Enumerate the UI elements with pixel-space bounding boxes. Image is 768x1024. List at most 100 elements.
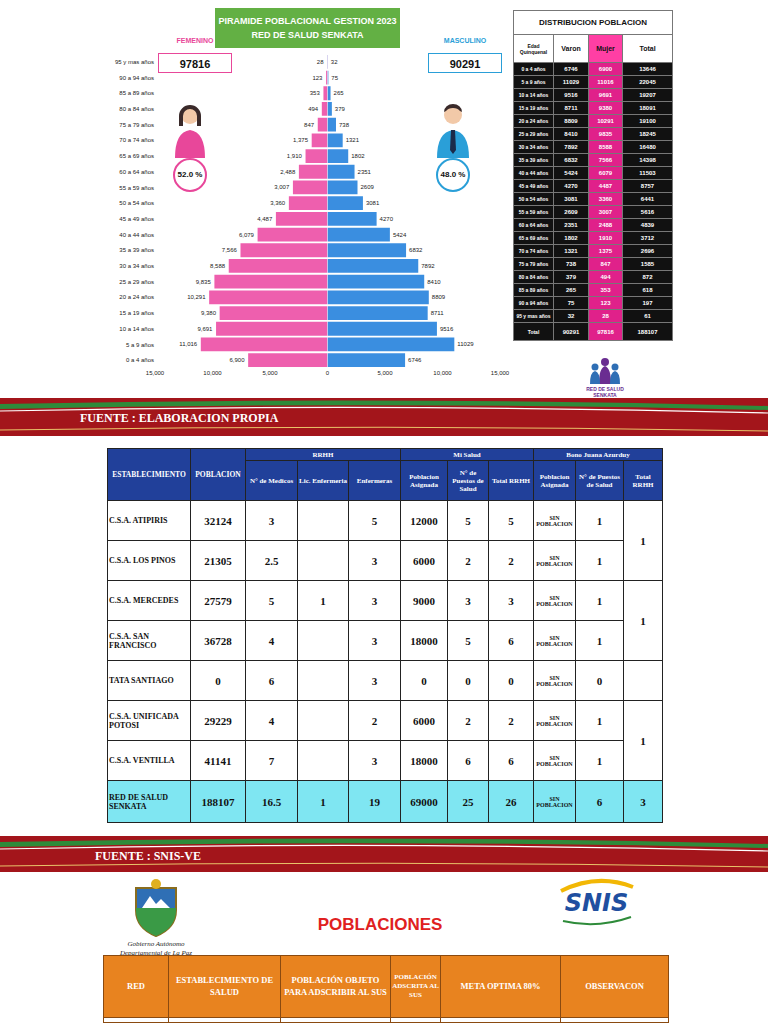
svg-text:3081: 3081 xyxy=(366,200,380,206)
svg-text:15,000: 15,000 xyxy=(491,370,510,376)
svg-text:75: 75 xyxy=(331,75,338,81)
html-text:9000: 9000 xyxy=(413,594,435,607)
svg-text:9,835: 9,835 xyxy=(196,279,212,285)
html-text:N° de Puestos de Salud: N° de Puestos de Salud xyxy=(579,472,620,489)
svg-text:10,000: 10,000 xyxy=(433,370,452,376)
html-text:SIN POBLACION: SIN POBLACION xyxy=(536,514,573,527)
html-text:21305: 21305 xyxy=(204,554,232,567)
svg-text:1,910: 1,910 xyxy=(287,153,303,159)
html-text:Poblacion Asignada: Poblacion Asignada xyxy=(409,472,439,489)
html-text:POBLACIÓN OBJETO PARA ADSCRIBI: POBLACIÓN OBJETO PARA ADSCRIBIR AL SUS xyxy=(284,975,387,997)
html-text:N° de Puestos de Salud: N° de Puestos de Salud xyxy=(452,468,484,493)
svg-text:8,588: 8,588 xyxy=(210,263,226,269)
html-text:C.S.A. SAN FRANCISCO: C.S.A. SAN FRANCISCO xyxy=(109,631,157,650)
svg-text:1321: 1321 xyxy=(346,137,360,143)
svg-text:55 a 59 años: 55 a 59 años xyxy=(119,185,154,191)
html-text:SIN POBLACION: SIN POBLACION xyxy=(536,674,573,687)
html-text:SNIS: SNIS xyxy=(564,889,629,917)
svg-text:6,079: 6,079 xyxy=(239,232,255,238)
html-text:Gobierno Autónomo Departamenta: Gobierno Autónomo Departamental de La Pa… xyxy=(119,940,193,957)
svg-text:20 a 24 años: 20 a 24 años xyxy=(119,294,154,300)
html-text:POBLACIONES: POBLACIONES xyxy=(317,915,443,934)
svg-text:0: 0 xyxy=(326,370,330,376)
svg-text:353: 353 xyxy=(310,90,321,96)
svg-text:95 y mas años: 95 y mas años xyxy=(115,59,154,65)
html-text:6000: 6000 xyxy=(413,554,435,567)
html-text:RED DE SALUD SENKATA: RED DE SALUD SENKATA xyxy=(109,792,169,811)
html-text:Edad Quinquenal: Edad Quinquenal xyxy=(519,42,548,55)
svg-text:3,360: 3,360 xyxy=(270,200,286,206)
html-text:C.S.A. UNIFICADA POTOSI: C.S.A. UNIFICADA POTOSI xyxy=(109,711,179,730)
svg-text:379: 379 xyxy=(335,106,346,112)
html-text:Total RRHH: Total RRHH xyxy=(632,472,654,489)
html-text:6000: 6000 xyxy=(413,714,435,727)
svg-text:2,488: 2,488 xyxy=(280,169,296,175)
html-text:36728: 36728 xyxy=(204,634,232,647)
svg-text:494: 494 xyxy=(308,106,319,112)
html-text:29229: 29229 xyxy=(204,714,232,727)
svg-text:11,016: 11,016 xyxy=(179,341,198,347)
svg-text:10,291: 10,291 xyxy=(187,294,206,300)
html-text:ESTABLECIMIENTO DE SALUD: ESTABLECIMIENTO DE SALUD xyxy=(175,975,274,997)
svg-text:75 a 79 años: 75 a 79 años xyxy=(119,122,154,128)
svg-text:123: 123 xyxy=(312,75,323,81)
html-text:32124: 32124 xyxy=(204,514,232,527)
svg-text:9,691: 9,691 xyxy=(197,326,213,332)
svg-text:9516: 9516 xyxy=(440,326,454,332)
svg-text:45 a 49 años: 45 a 49 años xyxy=(119,216,154,222)
svg-text:5 a 9 años: 5 a 9 años xyxy=(126,342,154,348)
svg-text:35 a 39 años: 35 a 39 años xyxy=(119,247,154,253)
svg-text:32: 32 xyxy=(331,59,338,65)
html-text:27579: 27579 xyxy=(204,594,232,607)
svg-text:0 a 4 años: 0 a 4 años xyxy=(126,357,154,363)
svg-text:5,000: 5,000 xyxy=(377,370,393,376)
svg-text:65 a 69 años: 65 a 69 años xyxy=(119,153,154,159)
svg-text:40 a 44 años: 40 a 44 años xyxy=(119,232,154,238)
html-text:SIN POBLACION: SIN POBLACION xyxy=(536,554,573,567)
html-text:Poblacion Asignada: Poblacion Asignada xyxy=(539,472,570,489)
svg-text:738: 738 xyxy=(339,122,350,128)
svg-text:8711: 8711 xyxy=(431,310,445,316)
svg-text:4270: 4270 xyxy=(380,216,394,222)
html-text:2.5: 2.5 xyxy=(264,554,279,567)
svg-text:4,487: 4,487 xyxy=(257,216,273,222)
svg-text:6746: 6746 xyxy=(408,357,422,363)
html-text:SIN POBLACION: SIN POBLACION xyxy=(536,594,573,607)
html-text:FUENTE : ELABORACION PROPIA: FUENTE : ELABORACION PROPIA xyxy=(80,411,279,425)
svg-text:90 a 94 años: 90 a 94 años xyxy=(119,75,154,81)
svg-text:25 a 29 años: 25 a 29 años xyxy=(119,279,154,285)
svg-text:7,566: 7,566 xyxy=(222,247,238,253)
svg-text:1802: 1802 xyxy=(351,153,365,159)
svg-text:6,900: 6,900 xyxy=(229,357,245,363)
svg-text:7892: 7892 xyxy=(421,263,435,269)
svg-text:28: 28 xyxy=(317,59,324,65)
svg-text:847: 847 xyxy=(304,122,315,128)
svg-text:30 a 34 años: 30 a 34 años xyxy=(119,263,154,269)
html-text:18000: 18000 xyxy=(410,634,438,647)
svg-text:8809: 8809 xyxy=(432,294,446,300)
svg-text:3,007: 3,007 xyxy=(274,184,290,190)
html-text:FUENTE : SNIS-VE: FUENTE : SNIS-VE xyxy=(95,849,201,863)
svg-text:10,000: 10,000 xyxy=(203,370,222,376)
svg-text:5,000: 5,000 xyxy=(262,370,278,376)
svg-text:70 a 74 años: 70 a 74 años xyxy=(119,137,154,143)
svg-text:60 a 64 años: 60 a 64 años xyxy=(119,169,154,175)
html-text:POBLACIÓN ADSCRITA AL SUS: POBLACIÓN ADSCRITA AL SUS xyxy=(392,972,439,999)
svg-text:8410: 8410 xyxy=(427,279,441,285)
svg-text:5424: 5424 xyxy=(393,232,407,238)
svg-text:10 a 14 años: 10 a 14 años xyxy=(119,326,154,332)
svg-text:6832: 6832 xyxy=(409,247,423,253)
svg-text:85 a 89 años: 85 a 89 años xyxy=(119,90,154,96)
svg-text:50 a 54 años: 50 a 54 años xyxy=(119,200,154,206)
svg-text:9,380: 9,380 xyxy=(201,310,217,316)
html-text:SIN POBLACION: SIN POBLACION xyxy=(536,634,573,647)
svg-text:2351: 2351 xyxy=(358,169,372,175)
svg-text:2609: 2609 xyxy=(361,184,375,190)
svg-text:1,375: 1,375 xyxy=(293,137,309,143)
svg-text:15,000: 15,000 xyxy=(146,370,165,376)
svg-text:15 a 19 años: 15 a 19 años xyxy=(119,310,154,316)
html-text:12000: 12000 xyxy=(410,514,438,527)
svg-text:265: 265 xyxy=(334,90,345,96)
svg-text:80 a 84 años: 80 a 84 años xyxy=(119,106,154,112)
svg-text:11029: 11029 xyxy=(457,341,474,347)
